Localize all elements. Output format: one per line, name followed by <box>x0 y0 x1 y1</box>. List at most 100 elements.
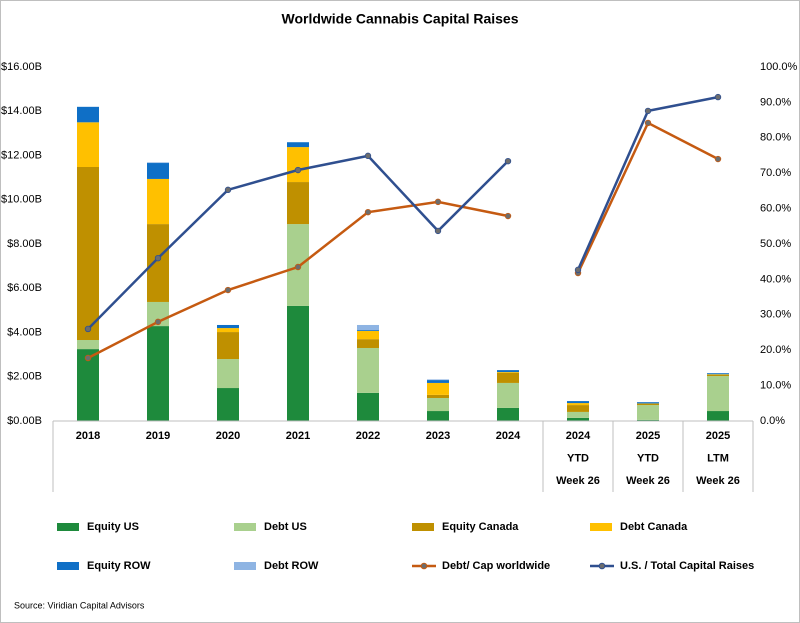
bar-segment <box>427 379 449 381</box>
bar-segment <box>427 397 449 412</box>
legend-label: U.S. / Total Capital Raises <box>620 560 754 572</box>
bar-segment <box>77 349 99 421</box>
y2-tick-label: 20.0% <box>760 344 791 356</box>
line-point <box>644 107 652 115</box>
bar-segment <box>707 374 729 375</box>
line-point <box>574 266 582 274</box>
bar-segment <box>217 332 239 360</box>
y2-tick-label: 0.0% <box>760 415 785 427</box>
y-tick-label: $2.00B <box>7 371 42 383</box>
x-tick-label: 2025 <box>636 430 660 442</box>
bar-segment <box>217 388 239 421</box>
line-point <box>364 152 372 160</box>
line-point <box>434 198 442 206</box>
bar-segment <box>427 382 449 395</box>
bar-segment <box>497 370 519 373</box>
chart-title: Worldwide Cannabis Capital Raises <box>281 11 518 27</box>
y-tick-label: $16.00B <box>1 61 42 73</box>
line-point <box>504 212 512 220</box>
x-tick-label: 2019 <box>146 430 170 442</box>
bar-segment <box>497 372 519 383</box>
bar-segment <box>77 106 99 123</box>
y2-tick-label: 70.0% <box>760 167 791 179</box>
legend-label: Debt Canada <box>620 521 688 533</box>
bar-segment <box>217 359 239 389</box>
bar-segment <box>427 380 449 383</box>
x-tick-label: LTM <box>707 452 729 464</box>
x-tick-label: Week 26 <box>626 475 670 487</box>
bar-segment <box>357 339 379 348</box>
bar-segment <box>707 376 729 412</box>
bar-segment <box>637 419 659 421</box>
bar-segment <box>497 372 519 373</box>
bar-segment <box>427 411 449 421</box>
legend-label: Debt US <box>264 521 307 533</box>
legend-swatch <box>412 523 434 531</box>
bar-segment <box>707 373 729 375</box>
bar-segment <box>147 326 169 421</box>
legend-swatch <box>234 523 256 531</box>
x-tick-label: 2024 <box>496 430 521 442</box>
line-point <box>84 325 92 333</box>
bar-segment <box>287 142 309 148</box>
bar-segment <box>497 382 519 408</box>
legend-swatch-point <box>420 562 428 570</box>
bar-segment <box>497 407 519 421</box>
line-point <box>434 227 442 235</box>
bar-segment <box>77 340 99 350</box>
legend-swatch-point <box>598 562 606 570</box>
x-tick-label: Week 26 <box>696 475 740 487</box>
y-tick-label: $6.00B <box>7 282 42 294</box>
x-tick-label: 2023 <box>426 430 450 442</box>
bar-segment <box>217 328 239 333</box>
line-point <box>224 186 232 194</box>
y2-tick-label: 30.0% <box>760 309 791 321</box>
y-tick-label: $8.00B <box>7 238 42 250</box>
y-tick-label: $12.00B <box>1 149 42 161</box>
legend-label: Debt/ Cap worldwide <box>442 560 550 572</box>
bar-segment <box>287 305 309 421</box>
y2-tick-label: 80.0% <box>760 132 791 144</box>
bar-segment <box>147 178 169 225</box>
bar-segment <box>637 403 659 406</box>
line-point <box>504 157 512 165</box>
bar-segment <box>147 163 169 179</box>
y-tick-label: $0.00B <box>7 415 42 427</box>
source: Source: Viridian Capital Advisors <box>14 600 145 610</box>
bar-segment <box>357 392 379 421</box>
line-point <box>714 93 722 101</box>
bar-segment <box>357 330 379 331</box>
y2-tick-label: 60.0% <box>760 203 791 215</box>
x-tick-label: YTD <box>567 452 589 464</box>
line-point <box>364 208 372 216</box>
y-tick-label: $4.00B <box>7 326 42 338</box>
legend-swatch <box>57 562 79 570</box>
bar-segment <box>567 401 589 404</box>
legend-label: Equity ROW <box>87 560 151 572</box>
line-point <box>84 354 92 362</box>
x-tick-label: Week 26 <box>556 475 600 487</box>
legend-swatch <box>590 523 612 531</box>
line-point <box>294 166 302 174</box>
bar-segment <box>637 402 659 404</box>
y2-tick-label: 90.0% <box>760 96 791 108</box>
x-tick-label: YTD <box>637 452 659 464</box>
bar-segment <box>147 162 169 164</box>
y2-tick-label: 100.0% <box>760 61 798 73</box>
line-point <box>714 155 722 163</box>
line-point <box>294 263 302 271</box>
bar-segment <box>357 324 379 331</box>
x-tick-label: 2025 <box>706 430 730 442</box>
bar-segment <box>357 330 379 340</box>
line-point <box>644 119 652 127</box>
line-point <box>154 254 162 262</box>
line-point <box>224 286 232 294</box>
x-tick-label: 2020 <box>216 430 240 442</box>
x-tick-label: 2022 <box>356 430 380 442</box>
bar-segment <box>567 403 589 406</box>
bar-segment <box>77 122 99 168</box>
y-tick-label: $14.00B <box>1 105 42 117</box>
line-point <box>154 318 162 326</box>
